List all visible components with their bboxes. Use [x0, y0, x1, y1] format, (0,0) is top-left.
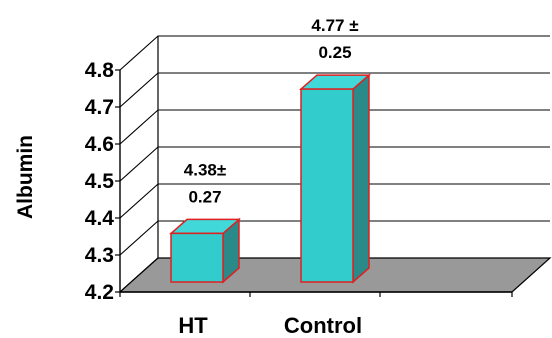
gridline [119, 109, 550, 145]
data-label-control: 4.77 ± [311, 16, 358, 35]
bar-control [300, 88, 354, 283]
y-tick-labels: 4.2 4.3 4.4 4.5 4.6 4.7 4.8 [85, 59, 115, 304]
gridline [119, 146, 550, 182]
gridline [119, 220, 550, 256]
x-label-ht: HT [178, 313, 208, 338]
y-tick-label: 4.5 [85, 170, 115, 193]
chart-axes [115, 69, 513, 297]
y-axis-label: Albumin [14, 135, 37, 219]
y-tick-label: 4.8 [85, 59, 115, 82]
bar-ht [170, 232, 224, 283]
data-label-ht: 0.27 [188, 187, 221, 206]
y-tick-label: 4.7 [85, 96, 114, 119]
data-label-ht: 4.38± [184, 160, 226, 179]
data-labels: 4.38± 0.27 4.77 ± 0.25 [184, 16, 359, 206]
data-label-control: 0.25 [318, 43, 351, 62]
y-tick-label: 4.3 [85, 244, 114, 267]
x-category-labels: HT Control [178, 313, 362, 338]
y-tick-label: 4.2 [85, 281, 114, 304]
bar-side-control [352, 73, 370, 284]
gridline [119, 183, 550, 219]
x-label-control: Control [284, 313, 362, 338]
gridline [119, 72, 550, 108]
y-tick-label: 4.6 [85, 133, 114, 156]
y-tick-label: 4.4 [85, 207, 115, 230]
bars [169, 73, 371, 284]
gridline [119, 35, 550, 71]
